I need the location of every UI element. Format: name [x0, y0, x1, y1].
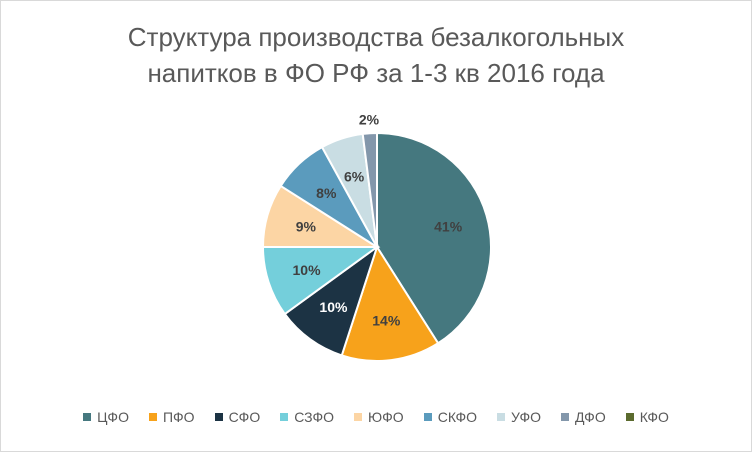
- legend-item-7: УФО: [497, 409, 541, 425]
- chart-title-line-2: напитков в ФО РФ за 1-3 кв 2016 года: [147, 58, 605, 88]
- data-label-3: 10%: [319, 299, 348, 315]
- legend-label-6: СКФО: [437, 409, 478, 425]
- legend-label-9: КФО: [639, 409, 669, 425]
- legend-swatch-1: [83, 413, 92, 421]
- data-label-8: 2%: [359, 111, 380, 127]
- legend-label-5: ЮФО: [368, 409, 404, 425]
- data-label-7: 6%: [344, 169, 365, 185]
- data-label-1: 41%: [434, 218, 463, 234]
- legend: ЦФО ПФО СФО СЗФО ЮФО СКФО УФО ДФО КФО: [1, 409, 751, 425]
- legend-swatch-8: [561, 413, 569, 421]
- legend-swatch-5: [354, 413, 363, 421]
- data-label-4: 10%: [293, 262, 322, 278]
- legend-swatch-4: [280, 413, 289, 421]
- legend-swatch-6: [423, 413, 432, 421]
- data-label-6: 8%: [316, 185, 337, 201]
- legend-label-8: ДФО: [575, 409, 606, 425]
- legend-item-2: ПФО: [148, 409, 195, 425]
- legend-item-6: СКФО: [423, 409, 478, 425]
- legend-swatch-9: [625, 413, 634, 421]
- legend-label-2: ПФО: [162, 409, 195, 425]
- legend-item-3: СФО: [214, 409, 261, 425]
- legend-label-7: УФО: [511, 409, 541, 425]
- pie-slice-4: [261, 246, 381, 316]
- data-label-2: 14%: [372, 313, 401, 329]
- pie-slice-3: [283, 244, 379, 357]
- data-label-5: 9%: [296, 218, 317, 234]
- legend-label-3: СФО: [228, 409, 261, 425]
- legend-item-1: ЦФО: [83, 409, 129, 425]
- chart-title-line-1: Структура производства безалкогольных: [127, 22, 625, 52]
- legend-item-5: ЮФО: [354, 409, 404, 425]
- pie-slice-8: [361, 131, 378, 248]
- legend-label-4: СЗФО: [294, 409, 335, 425]
- legend-item-8: ДФО: [561, 409, 606, 425]
- legend-swatch-2: [148, 413, 157, 421]
- legend-item-9: КФО: [625, 409, 669, 425]
- pie-slice-2: [340, 244, 440, 362]
- legend-item-4: СЗФО: [280, 409, 334, 425]
- legend-swatch-3: [214, 413, 223, 421]
- chart-title: Структура производства безалкогольных на…: [1, 19, 751, 91]
- legend-label-1: ЦФО: [97, 409, 129, 425]
- legend-swatch-7: [497, 413, 506, 421]
